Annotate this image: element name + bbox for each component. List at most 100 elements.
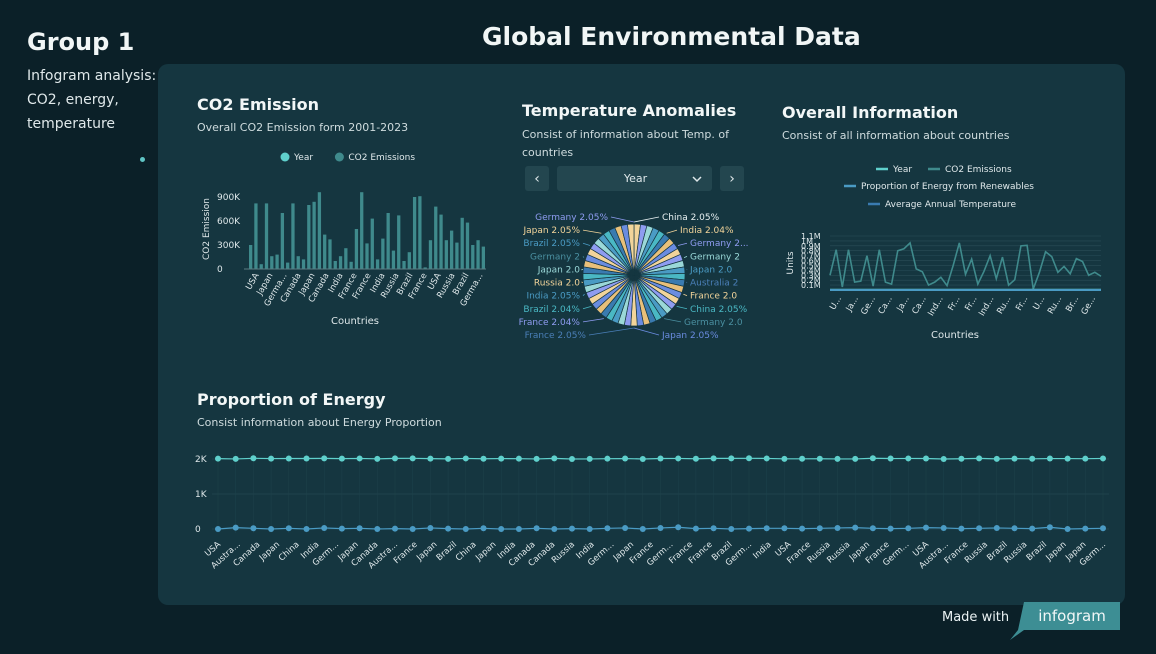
overall-y-tick-label: 0.4M <box>801 266 821 275</box>
energy-x-tick-label: Japan <box>473 540 498 564</box>
energy-data-point <box>710 455 717 462</box>
pie-slice <box>627 223 635 276</box>
co2-bar <box>323 234 327 269</box>
page-title: Global Environmental Data <box>482 22 861 51</box>
next-button[interactable]: › <box>720 166 744 191</box>
pie-leader-line <box>666 229 678 234</box>
energy-data-point <box>675 524 682 531</box>
overall-y-tick-label: 0.3M <box>801 271 821 280</box>
co2-bar <box>296 256 300 269</box>
co2-bar <box>444 240 448 269</box>
energy-x-tick-label: Japan <box>414 540 439 564</box>
overall-x-axis-label: Countries <box>931 330 979 341</box>
page-indicator-dot[interactable] <box>140 157 145 162</box>
energy-data-point <box>728 526 735 532</box>
pie-leader-line <box>676 306 688 310</box>
energy-data-point <box>834 455 841 462</box>
overall-x-tick-label: Ge... <box>1080 295 1099 317</box>
co2-bar <box>338 256 343 269</box>
pie-label: Japan 2.0 <box>537 265 581 275</box>
co2-legend-label: Year <box>293 153 313 163</box>
energy-data-point <box>993 524 1000 531</box>
pie-leader-line <box>582 242 591 246</box>
overall-x-tick-label: Ca... <box>877 295 895 317</box>
pie-label: France 2.04% <box>519 318 581 328</box>
energy-data-point <box>498 526 505 532</box>
energy-y-tick-label: 0 <box>195 525 201 535</box>
energy-data-point <box>374 455 381 462</box>
energy-data-point <box>250 525 257 532</box>
energy-data-point <box>869 455 876 462</box>
co2-bar <box>249 245 253 269</box>
prev-button[interactable]: ‹ <box>525 166 549 191</box>
energy-data-point <box>905 525 912 532</box>
pie-label: France 2.0 <box>690 292 737 302</box>
energy-data-point <box>586 455 593 462</box>
pie-label: Germany 2 <box>690 252 740 262</box>
energy-data-point <box>427 455 434 462</box>
energy-data-point <box>356 525 363 532</box>
co2-bar <box>381 238 385 269</box>
overall-x-tick-label: Fr... <box>963 295 979 313</box>
year-select[interactable]: Year <box>557 166 712 191</box>
energy-data-point <box>763 455 770 462</box>
energy-data-point <box>692 525 699 532</box>
content-panel <box>158 64 1125 605</box>
overall-x-tick-label: Fr... <box>946 295 962 313</box>
pie-leader-line <box>582 318 604 323</box>
energy-data-point <box>781 455 788 462</box>
co2-bar <box>365 243 369 269</box>
overall-legend-label: CO2 Emissions <box>945 165 1012 175</box>
pie-leader-line <box>582 306 592 310</box>
energy-data-point <box>746 525 752 532</box>
co2-bar <box>301 259 306 269</box>
overall-x-tick-label: Ja... <box>895 295 912 315</box>
co2-bar <box>412 197 417 269</box>
brand-text: infogram <box>1038 607 1106 625</box>
co2-y-tick-label: 0 <box>217 265 223 275</box>
energy-title: Proportion of Energy <box>197 390 386 409</box>
energy-data-point <box>1082 455 1089 462</box>
pie-label: Germany 2 <box>530 252 580 262</box>
energy-data-point <box>816 455 823 462</box>
energy-data-point <box>356 455 363 462</box>
pie-label: Brazil 2.05% <box>523 239 580 249</box>
overall-x-tick-label: Ru... <box>1046 295 1064 316</box>
co2-y-tick-label: 900K <box>217 193 241 203</box>
co2-bar <box>455 242 459 269</box>
pie-leader-line <box>664 318 682 323</box>
energy-data-point <box>303 526 310 532</box>
energy-data-point <box>657 524 664 531</box>
overall-y-tick-label: 0.2M <box>801 276 821 285</box>
energy-data-point <box>569 525 575 532</box>
energy-x-tick-label: India <box>751 540 773 561</box>
energy-data-point <box>569 455 575 462</box>
temp-subtitle: Consist of information about Temp. of co… <box>522 128 729 159</box>
group-description: Infogram analysis: CO2, energy, temperat… <box>27 68 157 132</box>
pie-leader-line <box>683 255 688 259</box>
pie-leader-line <box>633 327 660 336</box>
energy-data-point <box>392 455 398 462</box>
energy-data-point <box>268 526 275 532</box>
overall-y-tick-label: 0.8M <box>801 247 821 256</box>
energy-data-point <box>462 526 469 532</box>
overall-y-tick-label: 1.1M <box>801 232 821 241</box>
energy-data-point <box>923 455 929 462</box>
energy-x-tick-label: Japan <box>1044 540 1069 564</box>
energy-data-point <box>285 525 292 532</box>
co2-bar <box>354 229 359 269</box>
pie-leader-line <box>588 327 635 336</box>
energy-data-point <box>976 525 983 532</box>
overall-x-tick-label: Br... <box>1064 295 1081 314</box>
infogram-logo[interactable]: infogram <box>1010 602 1122 642</box>
energy-y-tick-label: 1K <box>195 490 208 500</box>
co2-bar <box>333 261 337 269</box>
co2-bar <box>375 259 380 269</box>
overall-x-tick-label: U... <box>1031 295 1047 312</box>
energy-data-point <box>533 455 540 462</box>
overall-y-tick-label: 0.1M <box>801 281 821 290</box>
energy-data-point <box>480 455 487 462</box>
co2-bar <box>344 248 348 269</box>
overall-legend-label: Proportion of Energy from Renewables <box>861 182 1034 192</box>
energy-data-point <box>321 455 328 462</box>
